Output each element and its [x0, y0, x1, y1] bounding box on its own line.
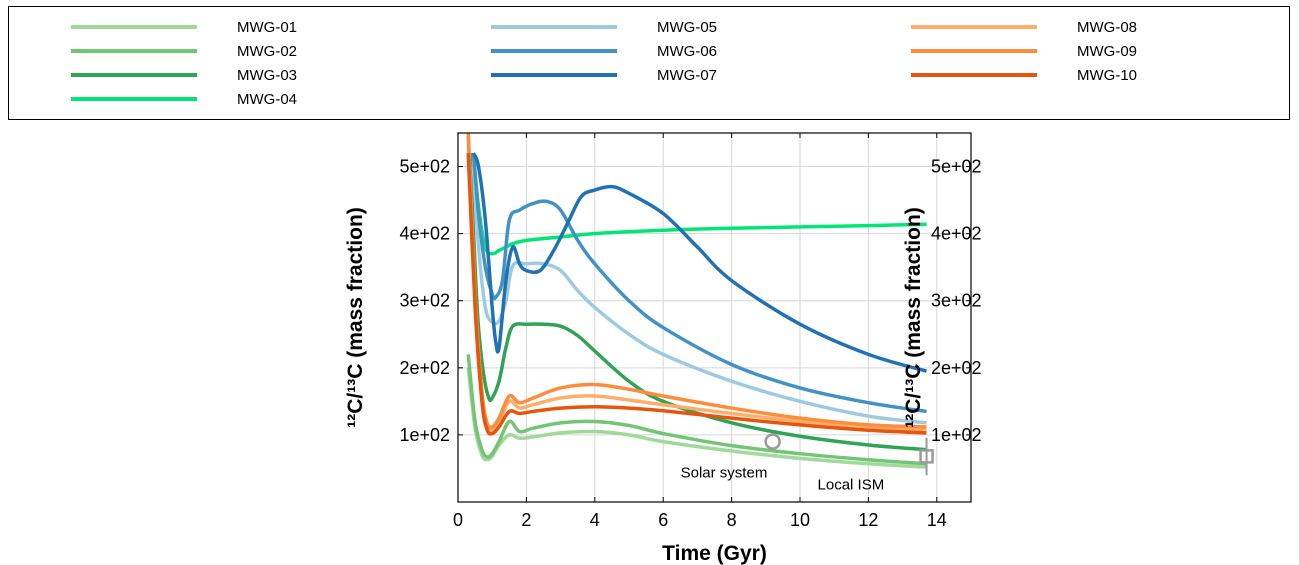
y-tick-label-right: 5e+02 — [931, 157, 982, 177]
legend-swatch-mwg-02 — [71, 49, 197, 53]
x-tick-label: 6 — [658, 510, 668, 530]
series-line-mwg-01 — [466, 367, 927, 469]
series-line-mwg-06 — [471, 152, 927, 414]
y-tick-label-left: 3e+02 — [399, 291, 450, 311]
legend-label-mwg-06: MWG-06 — [657, 43, 717, 60]
local-ism-marker — [919, 449, 934, 464]
legend-label-mwg-08: MWG-08 — [1077, 19, 1137, 36]
y-tick-label-left: 1e+02 — [399, 425, 450, 445]
y-axis-label-left: ¹²C/¹³C (mass fraction) — [344, 207, 367, 428]
legend-swatch-mwg-06 — [491, 49, 617, 53]
legend-swatch-mwg-09 — [911, 49, 1037, 53]
series-line-mwg-07 — [471, 152, 928, 373]
legend-swatch-mwg-08 — [911, 25, 1037, 29]
y-tick-label-left: 5e+02 — [399, 157, 450, 177]
legend-label-mwg-09: MWG-09 — [1077, 43, 1137, 60]
plot-frame — [457, 132, 972, 503]
legend-label-mwg-05: MWG-05 — [657, 19, 717, 36]
legend-swatch-mwg-05 — [491, 25, 617, 29]
series-line-mwg-03 — [468, 153, 927, 452]
x-tick-label: 14 — [927, 510, 947, 530]
x-tick-label: 12 — [858, 510, 878, 530]
legend-label-mwg-10: MWG-10 — [1077, 67, 1137, 84]
series-line-mwg-08 — [466, 133, 927, 433]
y-tick-label-right: 3e+02 — [931, 291, 982, 311]
series-line-mwg-05 — [471, 166, 927, 425]
y-tick-label-left: 2e+02 — [399, 358, 450, 378]
y-tick-label-right: 4e+02 — [931, 224, 982, 244]
y-ticks: 1e+02 1e+02 2e+02 2e+02 3e+02 3e+02 4e+02 4e+02… — [399, 157, 981, 445]
local-ism-label: Local ISM — [818, 476, 885, 493]
legend: MWG-01 MWG-02 MWG-03 MWG-04 MWG-05 MWG-06 MWG-… — [8, 6, 1290, 120]
annotations: Solar system Local ISM — [681, 433, 934, 493]
legend-swatch-mwg-03 — [71, 73, 197, 77]
legend-swatch-mwg-01 — [71, 25, 197, 29]
legend-label-mwg-02: MWG-02 — [237, 43, 297, 60]
series-group — [466, 133, 928, 469]
legend-swatch-mwg-10 — [911, 73, 1037, 77]
series-line-mwg-10 — [466, 153, 927, 436]
series-line-mwg-09 — [466, 133, 927, 430]
x-tick-label: 0 — [453, 510, 463, 530]
x-axis-label: Time (Gyr) — [662, 542, 767, 565]
legend-label-mwg-04: MWG-04 — [237, 91, 297, 108]
x-tick-label: 4 — [590, 510, 600, 530]
x-tick-label: 10 — [790, 510, 810, 530]
series-line-mwg-04 — [471, 152, 927, 256]
series-line-mwg-02 — [466, 354, 927, 466]
legend-label-mwg-03: MWG-03 — [237, 67, 297, 84]
legend-label-mwg-01: MWG-01 — [237, 19, 297, 36]
solar-system-label: Solar system — [681, 465, 768, 482]
x-tick-label: 8 — [727, 510, 737, 530]
solar-system-marker — [764, 433, 781, 450]
x-tick-label: 2 — [521, 510, 531, 530]
y-axis-label-right: ¹²C/¹³C (mass fraction) — [902, 207, 925, 428]
x-ticks: 0 2 4 6 8 10 12 14 — [453, 133, 947, 530]
y-tick-label-right: 2e+02 — [931, 358, 982, 378]
legend-swatch-mwg-04 — [71, 97, 197, 101]
y-tick-label-right: 1e+02 — [931, 425, 982, 445]
legend-swatch-mwg-07 — [491, 73, 617, 77]
y-tick-label-left: 4e+02 — [399, 224, 450, 244]
legend-label-mwg-07: MWG-07 — [657, 67, 717, 84]
